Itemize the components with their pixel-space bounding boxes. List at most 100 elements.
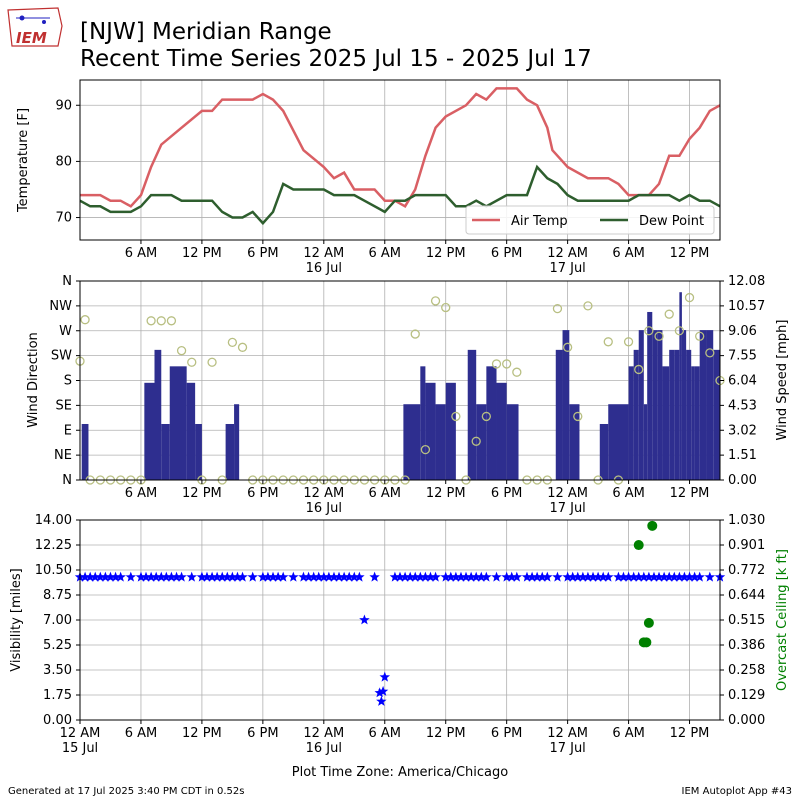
wind-speed-bar [486,366,497,480]
wind-speed-bar [643,404,648,480]
visibility-star [328,571,340,582]
visibility-star [455,571,467,582]
visibility-star [379,671,390,682]
visibility-star [298,571,309,582]
visibility-star [318,571,329,582]
x-tick-label: 6 AM [612,726,645,741]
visibility-star [166,571,177,582]
visibility-star [552,571,563,582]
wind-speed-bar [555,349,563,480]
visibility-star [267,571,279,582]
direction-tick-label: NW [49,299,72,314]
temperature-y-label: Temperature [F] [16,108,31,213]
x-tick-label: 6 PM [491,726,522,741]
x-tick-label: 6 AM [369,246,402,261]
logo-dot [19,15,25,21]
x-tick-date-label: 17 Jul [549,261,585,276]
y-tick-label: 80 [55,154,72,169]
visibility-star [359,614,370,625]
speed-tick-label: 12.08 [728,274,765,289]
wind-speed-bar [679,292,682,480]
direction-tick-label: NE [54,448,72,463]
wind-speed-bar [506,404,519,480]
visibility-star [689,571,700,582]
wind-speed-y-label: Wind Speed [mph] [775,320,790,441]
wind-direction-y-label: Wind Direction [26,332,41,428]
wind-speed-bar [669,349,675,480]
visibility-star [79,571,91,582]
visibility-star [145,571,157,582]
wind-direction-point [623,337,634,347]
direction-tick-label: S [64,374,72,389]
wind-speed-bar [686,349,692,480]
wind-direction-point [146,316,156,326]
visibility-star [222,571,233,582]
ceiling-tick-label: 0.000 [728,713,765,728]
x-tick-date-label: 17 Jul [549,741,585,756]
ceiling-tick-label: 0.901 [728,538,765,553]
visibility-star [704,571,716,582]
visibility-star [613,571,624,582]
visibility-star [567,571,578,582]
wind-speed-bar [638,330,644,480]
visibility-star [582,571,594,582]
visibility-star [277,571,289,582]
x-tick-label: 12 AM [303,486,344,501]
wind-direction-point [491,359,502,369]
wind-speed-bar [195,423,202,480]
x-tick-label: 12 AM [547,486,588,501]
wind-speed-bar [81,423,89,480]
visibility-star [369,571,380,582]
ceiling-points [633,520,658,648]
x-axis-label: Plot Time Zone: America/Chicago [292,765,508,780]
visibility-star [415,571,426,582]
wind-direction-point [603,337,613,347]
visibility-tick-label: 10.50 [35,563,72,578]
speed-tick-label: 4.53 [728,398,757,413]
visibility-y-ticks: 0.00 1.75 3.50 5.25 7.00 8.75 10.50 12.25 14.00 [35,513,80,728]
y-tick-label: 90 [55,98,72,113]
x-tick-label: 12 PM [182,726,222,741]
visibility-star [333,571,345,582]
x-tick-label: 6 AM [369,486,402,501]
wind-direction-point [664,309,674,319]
wind-direction-point [562,342,573,352]
wind-direction-point [166,316,177,326]
x-tick-label: 12 PM [670,726,710,741]
wind-speed-bar [169,366,187,480]
wind-speed-bar [647,311,653,480]
visibility-star [592,571,604,582]
visibility-tick-label: 12.25 [35,538,72,553]
wind-direction-point [227,337,238,348]
wind-direction-ticks: N NE E SE S SW W NW N [49,274,80,488]
x-tick-label: 12 AM [547,726,588,741]
temperature-series [79,87,721,226]
wind-speed-bar [674,349,680,480]
wind-speed-bar [425,382,436,480]
visibility-star [232,571,243,582]
wind-speed-bar [496,382,507,480]
visibility-star [450,571,462,582]
visibility-star [288,571,299,582]
wind-direction-point [634,364,644,375]
visibility-star [511,571,523,582]
visibility-star [84,571,96,582]
wind-speed-bar [562,330,570,480]
visibility-star [115,571,126,582]
legend-frame [465,205,715,235]
visibility-star [481,571,492,582]
visibility-star [338,571,350,582]
x-tick-date-label: 15 Jul [62,741,98,756]
visibility-star [227,571,238,582]
iem-logo: IEM [7,7,63,47]
speed-tick-label: 9.06 [728,324,757,339]
temperature-y-ticks: 70 80 90 [55,98,80,226]
x-tick-label: 12 PM [426,246,466,261]
wind-direction-point [237,342,248,352]
wind-speed-ticks: 0.00 1.51 3.02 4.53 6.04 7.55 9.06 10.57 12.08 [720,274,765,488]
wind-direction-point [451,411,461,422]
visibility-star [389,571,401,582]
